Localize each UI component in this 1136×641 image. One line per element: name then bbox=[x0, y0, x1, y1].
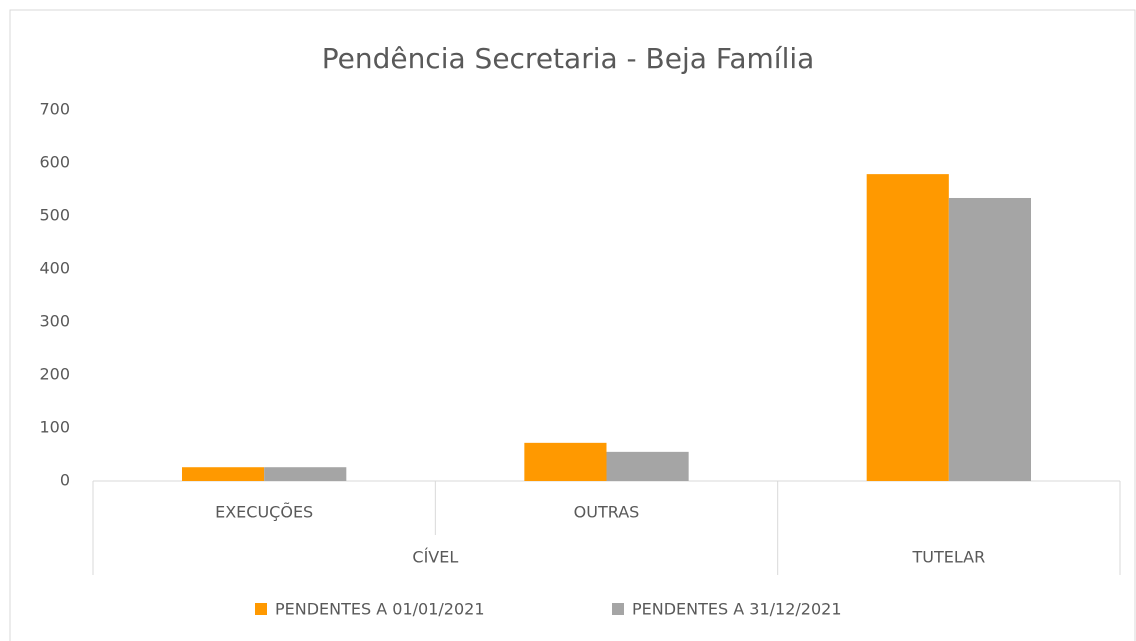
legend-swatch bbox=[255, 603, 267, 615]
chart-title: Pendência Secretaria - Beja Família bbox=[322, 42, 815, 75]
y-tick-label: 200 bbox=[39, 365, 70, 384]
y-tick-label: 300 bbox=[39, 312, 70, 331]
bar bbox=[524, 442, 607, 481]
bar bbox=[866, 174, 949, 481]
bar bbox=[606, 451, 689, 481]
y-tick-label: 100 bbox=[39, 418, 70, 437]
legend-swatch bbox=[612, 603, 624, 615]
group-label: CÍVEL bbox=[412, 548, 458, 567]
x-tick-label: OUTRAS bbox=[574, 503, 640, 522]
legend-label: PENDENTES A 31/12/2021 bbox=[632, 600, 842, 619]
bar bbox=[264, 467, 347, 481]
x-tick-label: EXECUÇÕES bbox=[215, 503, 313, 522]
y-tick-label: 700 bbox=[39, 100, 70, 119]
bar bbox=[948, 197, 1031, 482]
y-tick-label: 0 bbox=[60, 471, 70, 490]
y-tick-label: 600 bbox=[39, 153, 70, 172]
y-tick-label: 500 bbox=[39, 206, 70, 225]
y-tick-label: 400 bbox=[39, 259, 70, 278]
legend-label: PENDENTES A 01/01/2021 bbox=[275, 600, 485, 619]
bar bbox=[182, 467, 265, 481]
group-label: TUTELAR bbox=[911, 548, 985, 567]
